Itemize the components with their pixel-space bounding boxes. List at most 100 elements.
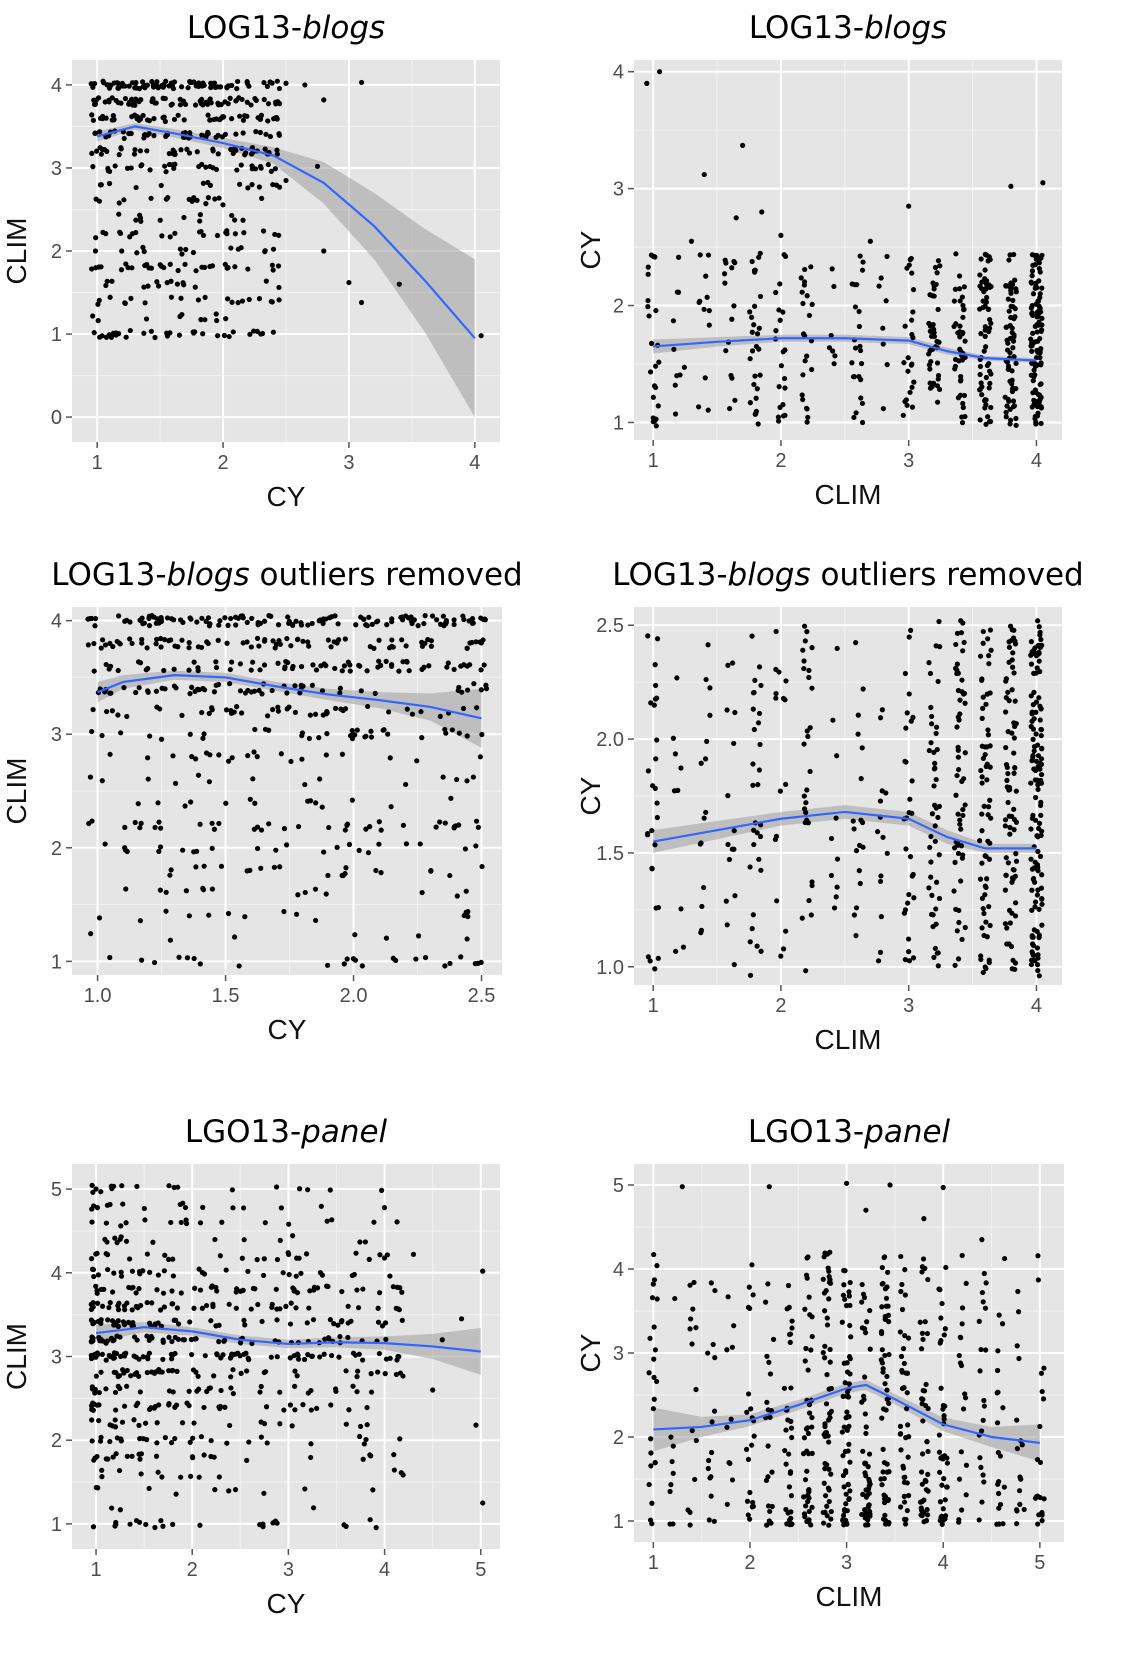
data-point (195, 1373, 201, 1379)
data-point (696, 404, 702, 410)
data-point (171, 683, 177, 689)
data-point (1038, 706, 1044, 712)
data-point (98, 1336, 104, 1342)
data-point (802, 638, 808, 644)
data-point (1038, 832, 1044, 839)
data-point (979, 1289, 985, 1296)
data-point (724, 1424, 730, 1430)
data-point (156, 819, 162, 825)
data-point (963, 1462, 970, 1468)
data-point (376, 658, 382, 664)
data-point (918, 1346, 925, 1352)
data-point (801, 665, 807, 672)
data-point (983, 421, 989, 427)
data-point (368, 1453, 374, 1459)
data-point (90, 1189, 96, 1195)
data-point (479, 731, 485, 738)
data-point (192, 329, 198, 335)
data-point (157, 217, 163, 223)
data-point (802, 623, 808, 629)
data-point (293, 1273, 299, 1279)
data-point (220, 202, 226, 208)
data-point (1003, 414, 1009, 420)
data-point (383, 1336, 389, 1342)
data-point (842, 1296, 848, 1302)
data-point (270, 329, 277, 335)
data-point (298, 664, 305, 670)
data-point (923, 1487, 929, 1493)
data-point (138, 957, 145, 963)
plot-background (634, 60, 1062, 440)
data-point (1031, 716, 1037, 722)
data-point (956, 919, 962, 926)
data-point (111, 80, 117, 86)
data-point (834, 856, 841, 862)
data-point (258, 827, 265, 833)
data-point (106, 180, 113, 187)
data-point (141, 248, 147, 255)
data-point (320, 620, 326, 627)
data-point (403, 781, 409, 788)
data-point (239, 298, 246, 304)
data-point (174, 1305, 181, 1311)
data-point (201, 1271, 208, 1277)
data-point (1013, 415, 1019, 422)
data-point (396, 668, 402, 674)
data-point (864, 1319, 870, 1325)
data-point (152, 83, 158, 89)
data-point (651, 702, 657, 708)
data-point (122, 618, 128, 624)
data-point (1036, 820, 1043, 826)
data-point (728, 1416, 734, 1422)
data-point (986, 254, 992, 260)
data-point (439, 1337, 445, 1343)
data-point (127, 1521, 133, 1527)
data-point (188, 1473, 194, 1479)
data-point (203, 618, 209, 624)
data-point (706, 1457, 712, 1464)
data-point (820, 1276, 826, 1282)
data-point (668, 1482, 674, 1488)
data-point (299, 756, 305, 762)
data-point (118, 1269, 124, 1275)
data-point (908, 362, 914, 368)
data-point (364, 668, 370, 674)
data-point (852, 282, 858, 288)
data-point (759, 209, 765, 215)
x-axis-label: CLIM (816, 1581, 883, 1612)
data-point (1010, 403, 1017, 410)
data-point (106, 666, 112, 672)
data-point (823, 1429, 830, 1436)
data-point (656, 359, 662, 365)
data-point (182, 261, 188, 267)
data-point (324, 962, 331, 968)
data-point (108, 334, 115, 340)
data-point (89, 1219, 95, 1225)
x-tick-label: 2.5 (468, 985, 496, 1007)
confidence-band (96, 1322, 481, 1375)
data-point (897, 1504, 904, 1510)
data-point (809, 1424, 815, 1430)
data-point (731, 303, 737, 309)
data-point (1038, 420, 1044, 427)
data-point (1005, 799, 1011, 806)
data-point (139, 636, 145, 643)
data-point (1006, 813, 1012, 819)
data-point (255, 1301, 261, 1308)
data-point (160, 1356, 166, 1362)
data-point (197, 212, 203, 218)
data-point (137, 1456, 143, 1462)
data-point (221, 1337, 228, 1343)
data-point (751, 1433, 757, 1439)
data-point (305, 1187, 311, 1193)
data-point (345, 1303, 351, 1309)
data-point (646, 313, 652, 319)
data-point (103, 1357, 109, 1363)
data-point (265, 101, 272, 107)
data-point (729, 316, 735, 322)
data-point (853, 410, 859, 416)
data-point (393, 957, 399, 964)
data-point (860, 1448, 866, 1454)
data-point (1030, 330, 1036, 336)
data-point (232, 231, 238, 237)
